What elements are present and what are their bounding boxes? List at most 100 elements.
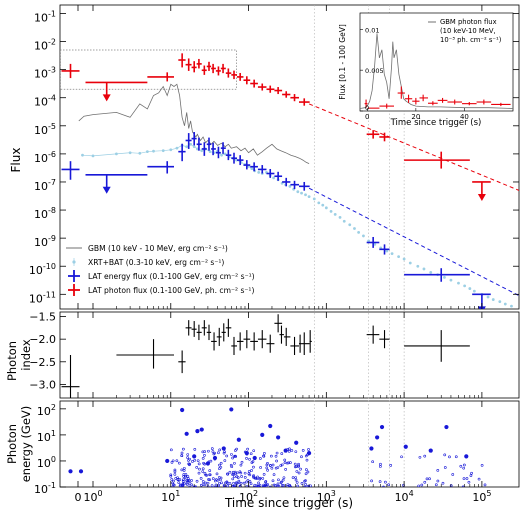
photon-faint-late-17 [443, 466, 447, 469]
photon-faint-38 [300, 455, 303, 459]
lat-energy-point-18 [266, 168, 275, 178]
photon-faint-286 [250, 461, 254, 464]
photon-faint-late-15 [402, 483, 405, 487]
flux-y-tick-label-0: 10-1 [34, 9, 56, 24]
lat-energy-point-10 [215, 146, 221, 159]
index-axis-label-line-1: Photon [5, 341, 19, 381]
photon-dot-23 [379, 424, 385, 430]
photon-faint-206 [231, 470, 235, 474]
lat-photon-point-9 [211, 63, 216, 74]
photon-faint-264 [235, 475, 239, 478]
inset-annotation-line-3: 10⁻³ ph. cm⁻² s⁻¹) [440, 36, 502, 44]
photon-faint-63 [201, 480, 205, 483]
lat-energy-point-6 [196, 137, 202, 151]
photon-faint-late-12 [370, 479, 373, 483]
photon-faint-late-30 [425, 477, 429, 481]
xrt-point-69 [449, 278, 453, 282]
photon-faint-45 [170, 478, 174, 481]
photon-faint-242 [268, 485, 272, 487]
photon-faint-194 [256, 475, 259, 479]
legend-label-gbm: GBM (10 keV - 10 MeV, erg cm⁻² s⁻¹) [88, 244, 228, 253]
energy-flux-fit-line [308, 187, 519, 297]
photon-faint-92 [261, 477, 265, 480]
photon-faint-29 [265, 466, 269, 470]
photon-faint-210 [305, 458, 309, 462]
photon-faint-240 [303, 479, 306, 483]
photon-index-point-15 [250, 332, 258, 351]
time-axis-label: Time since trigger (s) [224, 496, 353, 510]
photon-faint-late-31 [423, 454, 427, 458]
photon-faint-259 [283, 461, 287, 465]
photon-faint-16 [193, 448, 197, 451]
lat-energy-point-20 [282, 177, 291, 187]
photon-faint-277 [226, 472, 230, 476]
photon-faint-228 [188, 485, 191, 487]
photon-faint-256 [218, 463, 221, 467]
flux-y-tick-label-8: 10-9 [34, 234, 56, 249]
index-axis-label: Photonindex [5, 339, 33, 381]
xrt-point-52 [348, 223, 352, 227]
legend-item-lat_energy: LAT energy flux (0.1-100 GeV, erg cm⁻² s… [68, 270, 255, 282]
photon-faint-91 [306, 470, 310, 474]
photon-faint-211 [300, 482, 304, 485]
lat-energy-point-0 [61, 161, 80, 180]
energy-y-tick-label-2: 101 [37, 429, 56, 444]
inset-y-tick-label-0: 0 [365, 104, 369, 112]
inset-lat-point-6 [419, 94, 428, 102]
legend-label-xrt: XRT+BAT (0.3-10 keV, erg cm⁻² s⁻¹) [88, 258, 224, 267]
photon-faint-205 [173, 473, 177, 476]
photon-faint-251 [213, 451, 217, 455]
photon-faint-late-8 [400, 455, 403, 459]
photon-faint-235 [255, 484, 259, 487]
xrt-point-68 [443, 276, 446, 279]
xrt-point-77 [498, 300, 502, 304]
photon-faint-35 [274, 484, 277, 487]
photon-faint-late-5 [463, 463, 466, 467]
photon-faint-late-16 [384, 480, 387, 484]
lat-energy-point-5 [191, 132, 197, 146]
photon-faint-late-20 [469, 474, 473, 477]
photon-faint-309 [277, 478, 280, 482]
lat-photon-point-13 [231, 70, 237, 80]
x-tick-label-5: 104 [395, 489, 414, 504]
photon-faint-late-4 [428, 477, 431, 481]
photon-faint-288 [225, 454, 229, 458]
photon-faint-253 [213, 479, 217, 483]
flux-y-tick-label-6-exponent: -7 [48, 178, 56, 187]
inset-lat-point-2 [379, 103, 394, 109]
photon-faint-201 [276, 485, 279, 487]
xrt-point-51 [342, 219, 346, 223]
photon-faint-11 [301, 449, 305, 452]
inset-lat-point-12 [491, 102, 511, 107]
inset-lat-point-0 [364, 99, 368, 108]
photon-faint-47 [182, 447, 185, 451]
photon-faint-late-38 [480, 463, 484, 467]
photon-faint-157 [237, 479, 241, 483]
photon-faint-233 [171, 485, 175, 487]
photon-faint-117 [296, 484, 300, 487]
flux-y-tick-label-5: 10-6 [34, 150, 56, 165]
photon-faint-34 [206, 481, 210, 485]
photon-faint-139 [216, 478, 220, 482]
photon-faint-308 [247, 472, 251, 476]
photon-faint-200 [183, 474, 187, 478]
xrt-point-65 [422, 267, 426, 271]
photon-faint-199 [197, 462, 201, 466]
index-panel-marks [61, 314, 470, 398]
photon-index-point-6 [201, 320, 207, 336]
photon-faint-39 [274, 466, 278, 470]
photon-faint-148 [232, 455, 236, 458]
inset-lat-point-11 [476, 99, 492, 105]
photon-faint-306 [186, 479, 190, 483]
lat-photon-point-1-ul-arrow [102, 94, 111, 102]
photon-faint-297 [282, 484, 285, 487]
index-y-tick-label-2: −2.5 [29, 356, 56, 369]
photon-faint-late-35 [382, 485, 385, 487]
photon-faint-311 [186, 483, 189, 486]
photon-faint-273 [182, 469, 186, 472]
photon-faint-21 [180, 451, 184, 455]
photon-faint-315 [219, 476, 223, 480]
lat-photon-point-8 [206, 61, 212, 71]
photon-faint-late-21 [462, 477, 466, 480]
energy-panel-marks [68, 407, 487, 487]
